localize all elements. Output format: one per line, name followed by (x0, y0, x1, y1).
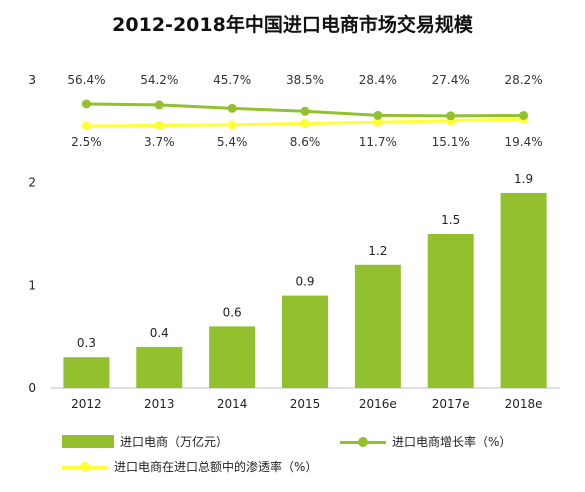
penetration-point-2014 (227, 120, 237, 130)
x-tick-label-2014: 2014 (217, 397, 248, 411)
growth-point-2018e (519, 110, 529, 120)
bar-2018e (500, 192, 547, 388)
y-tick-label-0: 0 (28, 381, 36, 395)
bar-2013 (136, 346, 183, 388)
bar-value-label-2014: 0.6 (223, 305, 242, 319)
penetration-label-2012: 2.5% (71, 135, 102, 149)
legend-item-growth: 进口电商增长率（%） (340, 433, 511, 450)
bar-value-label-2015: 0.9 (295, 275, 314, 289)
legend-label-growth: 进口电商增长率（%） (392, 435, 512, 449)
legend-swatch-growth (340, 436, 386, 448)
penetration-label-2015: 8.6% (290, 135, 321, 149)
penetration-label-2017e: 15.1% (432, 135, 470, 149)
x-tick-label-2018e: 2018e (505, 397, 543, 411)
growth-label-2013: 54.2% (140, 73, 178, 87)
bar-value-label-2016e: 1.2 (368, 244, 387, 258)
growth-point-2015 (300, 106, 310, 116)
penetration-label-2014: 5.4% (217, 135, 248, 149)
legend-label-penetration: 进口电商在进口总额中的渗透率（%） (114, 460, 318, 474)
legend-item-bar: 进口电商（万亿元） (62, 433, 228, 450)
bar-2012 (63, 357, 110, 388)
x-tick-label-2015: 2015 (290, 397, 321, 411)
legend-swatch-penetration (62, 461, 108, 473)
y-tick-label-2: 2 (28, 176, 36, 190)
growth-point-2013 (154, 100, 164, 110)
growth-point-2014 (227, 103, 237, 113)
penetration-label-2013: 3.7% (144, 135, 175, 149)
penetration-point-2013 (154, 120, 164, 130)
y-tick-label-3: 3 (28, 73, 36, 87)
legend-swatch-bar (62, 435, 114, 448)
chart-title: 2012-2018年中国进口电商市场交易规模 (112, 14, 473, 36)
growth-label-2012: 56.4% (67, 73, 105, 87)
penetration-point-2015 (300, 118, 310, 128)
penetration-point-2016e (373, 117, 383, 127)
x-tick-label-2017e: 2017e (432, 397, 470, 411)
y-tick-label-1: 1 (28, 278, 36, 292)
penetration-label-2018e: 19.4% (505, 135, 543, 149)
bar-2017e (427, 234, 474, 388)
growth-point-2012 (81, 99, 91, 109)
bar-value-label-2018e: 1.9 (514, 172, 533, 186)
bar-2015 (282, 295, 328, 388)
x-tick-label-2012: 2012 (71, 397, 102, 411)
growth-label-2018e: 28.2% (505, 73, 543, 87)
legend-item-penetration: 进口电商在进口总额中的渗透率（%） (62, 458, 317, 475)
penetration-point-2012 (81, 121, 91, 131)
penetration-label-2016e: 11.7% (359, 135, 397, 149)
growth-point-2016e (373, 110, 383, 120)
growth-label-2017e: 27.4% (432, 73, 470, 87)
bar-2016e (354, 264, 401, 388)
bar-2014 (209, 326, 256, 388)
growth-label-2016e: 28.4% (359, 73, 397, 87)
x-tick-label-2013: 2013 (144, 397, 175, 411)
x-tick-label-2016e: 2016e (359, 397, 397, 411)
legend-label-bar: 进口电商（万亿元） (120, 435, 229, 449)
growth-label-2015: 38.5% (286, 73, 324, 87)
growth-label-2014: 45.7% (213, 73, 251, 87)
growth-point-2017e (446, 111, 456, 121)
bar-value-label-2012: 0.3 (77, 336, 96, 350)
bar-value-label-2017e: 1.5 (441, 213, 460, 227)
bar-value-label-2013: 0.4 (150, 326, 169, 340)
